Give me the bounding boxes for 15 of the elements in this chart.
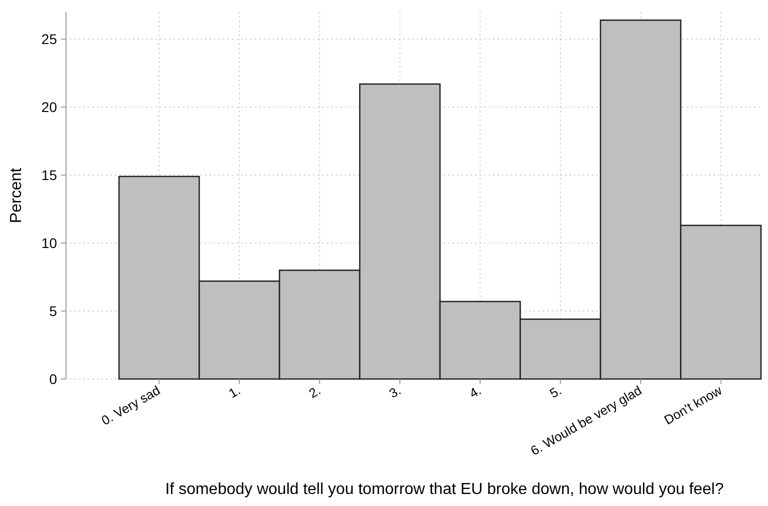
- y-tick-label: 0: [49, 370, 58, 387]
- x-axis-title: If somebody would tell you tomorrow that EU broke down, how would you feel?: [165, 481, 724, 498]
- x-tick-label: 0. Very sad: [98, 382, 163, 428]
- x-tick-label: 3.: [386, 382, 404, 402]
- y-tick-label: 25: [41, 31, 58, 48]
- y-tick-label: 20: [41, 99, 58, 116]
- x-tick-label: 4.: [466, 382, 484, 402]
- x-tick-label: 5.: [546, 382, 564, 402]
- x-tick-label: 1.: [226, 382, 243, 402]
- x-tick-label: 2.: [306, 382, 324, 402]
- y-tick-label: 5: [49, 302, 58, 319]
- y-tick-label: 10: [41, 234, 58, 251]
- x-tick-label: Don't know: [662, 382, 725, 428]
- y-axis-title: Percent: [8, 167, 25, 224]
- y-tick-label: 15: [41, 167, 58, 184]
